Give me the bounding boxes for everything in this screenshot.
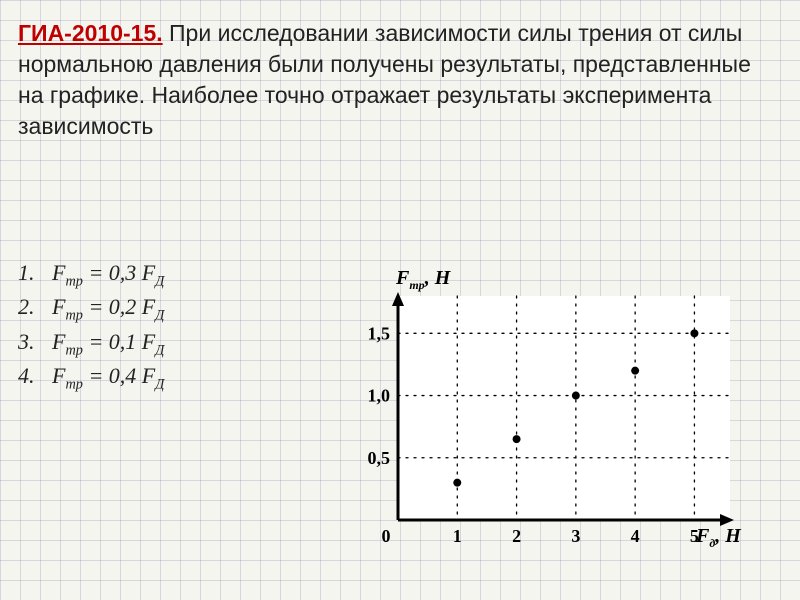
problem-badge: ГИА-2010-15. — [18, 20, 163, 46]
problem-statement: ГИА-2010-15. При исследовании зависимост… — [18, 18, 782, 142]
svg-text:1: 1 — [453, 526, 462, 546]
option-1: 1.Fтр = 0,3 FД — [18, 260, 164, 290]
svg-text:0,5: 0,5 — [368, 448, 391, 468]
option-3: 3.Fтр = 0,1 FД — [18, 329, 164, 359]
svg-text:Fтр, Н: Fтр, Н — [395, 267, 452, 292]
svg-text:1,0: 1,0 — [368, 386, 391, 406]
option-2: 2.Fтр = 0,2 FД — [18, 294, 164, 324]
answer-options: 1.Fтр = 0,3 FД 2.Fтр = 0,2 FД 3.Fтр = 0,1 … — [18, 260, 164, 398]
option-4: 4.Fтр = 0,4 FД — [18, 363, 164, 393]
svg-text:Fд, Н: Fд, Н — [695, 525, 742, 550]
svg-text:0: 0 — [382, 526, 391, 546]
svg-text:2: 2 — [512, 526, 521, 546]
svg-text:1,5: 1,5 — [368, 323, 391, 343]
scatter-chart: 123450,51,01,50Fтр, НFд, Н — [330, 260, 750, 560]
svg-text:3: 3 — [571, 526, 580, 546]
svg-text:4: 4 — [631, 526, 640, 546]
